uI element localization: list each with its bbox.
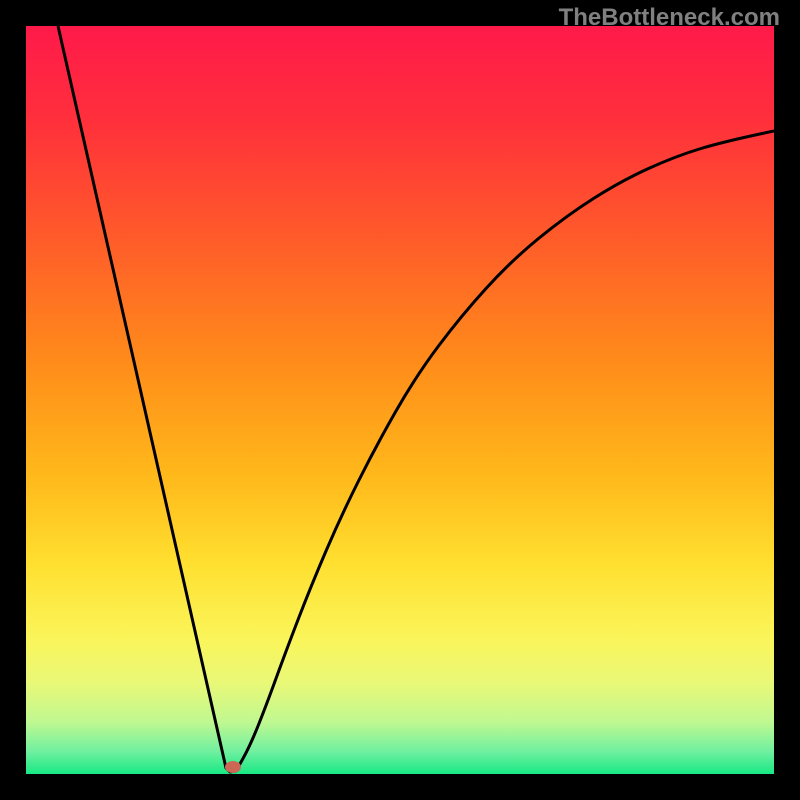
minimum-marker bbox=[225, 761, 241, 773]
watermark-text: TheBottleneck.com bbox=[559, 4, 780, 32]
chart-container: TheBottleneck.com bbox=[0, 0, 800, 800]
plot-area bbox=[26, 26, 774, 774]
bottleneck-curve bbox=[58, 26, 774, 772]
curve-svg bbox=[26, 26, 774, 774]
